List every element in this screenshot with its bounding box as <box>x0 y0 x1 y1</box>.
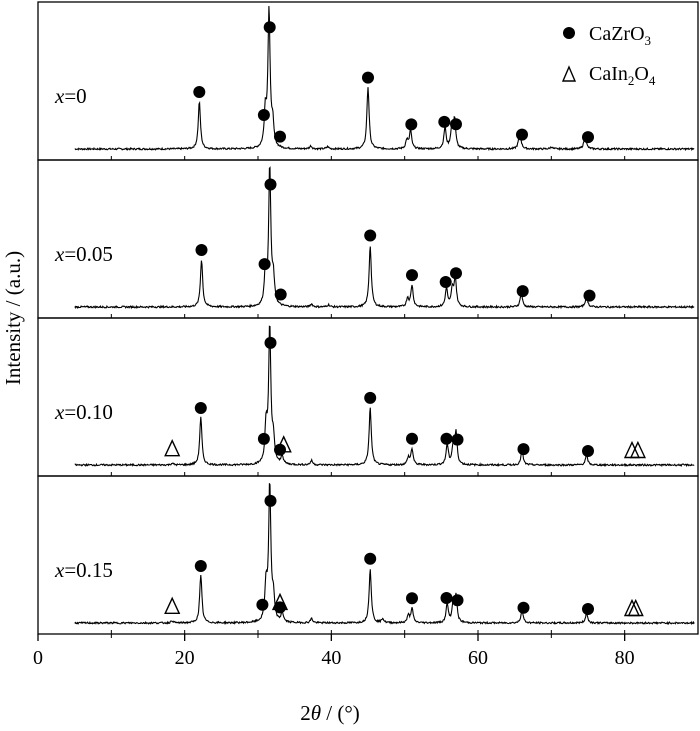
cazro3-peak-marker <box>405 118 418 131</box>
cazro3-peak-marker <box>194 402 207 414</box>
cazro3-peak-marker <box>439 276 452 288</box>
panel-x=0.05: x=0.05 <box>37 159 699 319</box>
series-label: x=0.05 <box>54 242 113 266</box>
cazro3-peak-marker <box>440 592 453 604</box>
series-label-var: x <box>54 400 65 424</box>
cazro3-peak-marker <box>274 130 286 143</box>
cazro3-peak-marker <box>264 494 277 507</box>
cain2o4-peak-marker <box>164 596 181 614</box>
x-axis-label-suffix: / (°) <box>321 701 360 725</box>
series-label: x=0.15 <box>54 558 113 582</box>
cazro3-peak-marker <box>274 288 287 301</box>
cazro3-peak-marker <box>451 433 464 446</box>
panels: x=0x=0.05x=0.10x=0.15 <box>37 1 699 635</box>
panel-x=0.10: x=0.10 <box>37 317 699 477</box>
series-label-val: =0 <box>64 84 86 108</box>
cazro3-peak-marker <box>516 128 528 141</box>
series-label: x=0.10 <box>54 400 113 424</box>
cazro3-peak-marker <box>364 552 377 565</box>
cazro3-peak-marker <box>264 336 277 349</box>
cazro3-peak-marker <box>451 594 464 607</box>
cain2o4-peak-marker <box>629 440 646 459</box>
cazro3-peak-marker <box>583 289 596 302</box>
legend-triangle-marker <box>561 65 577 82</box>
series-label-var: x <box>54 84 65 108</box>
cazro3-peak-marker <box>257 109 270 121</box>
legend-circle-marker <box>563 27 575 39</box>
cazro3-peak-marker <box>362 71 374 84</box>
x-tick-label: 40 <box>321 647 341 669</box>
panel-frame <box>37 475 699 635</box>
x-tick-label: 0 <box>33 647 43 669</box>
series-label-val: =0.15 <box>64 558 113 582</box>
legend-entry-1-main: CaZrO <box>589 23 645 45</box>
legend: CaZrO3 CaIn2O4 <box>561 23 656 88</box>
legend-entry-2-sub2: 4 <box>649 73 656 88</box>
cazro3-peak-marker <box>450 267 462 280</box>
spectrum-line <box>74 166 695 310</box>
x-tick-label: 20 <box>175 647 195 669</box>
cazro3-peak-marker <box>516 285 529 298</box>
legend-entry-2-main: CaIn <box>589 63 628 85</box>
cazro3-peak-marker <box>264 178 277 191</box>
cain2o4-peak-marker <box>164 439 181 457</box>
x-tick-label: 80 <box>615 647 635 669</box>
spectrum-line <box>74 325 695 468</box>
series-label-val: =0.05 <box>64 242 113 266</box>
series-label-var: x <box>54 242 65 266</box>
cazro3-peak-marker <box>438 115 451 128</box>
series-label-val: =0.10 <box>64 400 113 424</box>
series-label: x=0 <box>54 84 87 108</box>
cazro3-peak-marker <box>258 258 271 271</box>
cazro3-peak-marker <box>582 445 594 457</box>
cazro3-peak-marker <box>195 244 208 256</box>
legend-entry-cain2o4: CaIn2O4 <box>589 63 656 88</box>
cain2o4-peak-marker <box>275 435 292 453</box>
x-axis-label: 2θ / (°) <box>300 701 360 725</box>
series-label-var: x <box>54 558 65 582</box>
spectrum-line <box>74 5 695 152</box>
cazro3-peak-marker <box>194 560 207 572</box>
cazro3-peak-marker <box>193 86 206 98</box>
cazro3-peak-marker <box>274 443 286 456</box>
cazro3-peak-marker <box>406 432 418 445</box>
legend-entry-2-rest: O <box>634 63 648 85</box>
cazro3-peak-marker <box>450 118 462 131</box>
cazro3-peak-marker <box>257 432 270 445</box>
cazro3-peak-marker <box>406 269 418 282</box>
y-axis-label: Intensity / (a.u.) <box>1 251 25 385</box>
cazro3-peak-marker <box>582 603 594 615</box>
cazro3-peak-marker <box>406 592 418 605</box>
legend-entry-1-sub: 3 <box>645 33 652 48</box>
cazro3-peak-marker <box>364 391 377 404</box>
legend-entry-2-sub: 2 <box>628 73 635 88</box>
x-tick-label: 60 <box>468 647 488 669</box>
spectrum-line <box>74 483 695 626</box>
x-axis-label-prefix: 2 <box>300 701 311 725</box>
cazro3-peak-marker <box>364 229 377 242</box>
cain2o4-peak-marker <box>271 592 289 611</box>
x-axis-label-theta: θ <box>311 701 321 725</box>
legend-entry-cazro3: CaZrO3 <box>589 23 651 48</box>
x-axis: 0 20 40 60 80 <box>33 634 635 669</box>
cazro3-peak-marker <box>440 432 453 445</box>
cazro3-peak-marker <box>517 601 530 614</box>
cazro3-peak-marker <box>274 601 286 614</box>
cazro3-peak-marker <box>517 443 530 456</box>
panel-x=0.15: x=0.15 <box>37 475 699 635</box>
cain2o4-peak-marker <box>627 598 644 617</box>
cazro3-peak-marker <box>263 21 276 34</box>
cazro3-peak-marker <box>582 131 594 144</box>
cazro3-peak-marker <box>256 598 269 611</box>
